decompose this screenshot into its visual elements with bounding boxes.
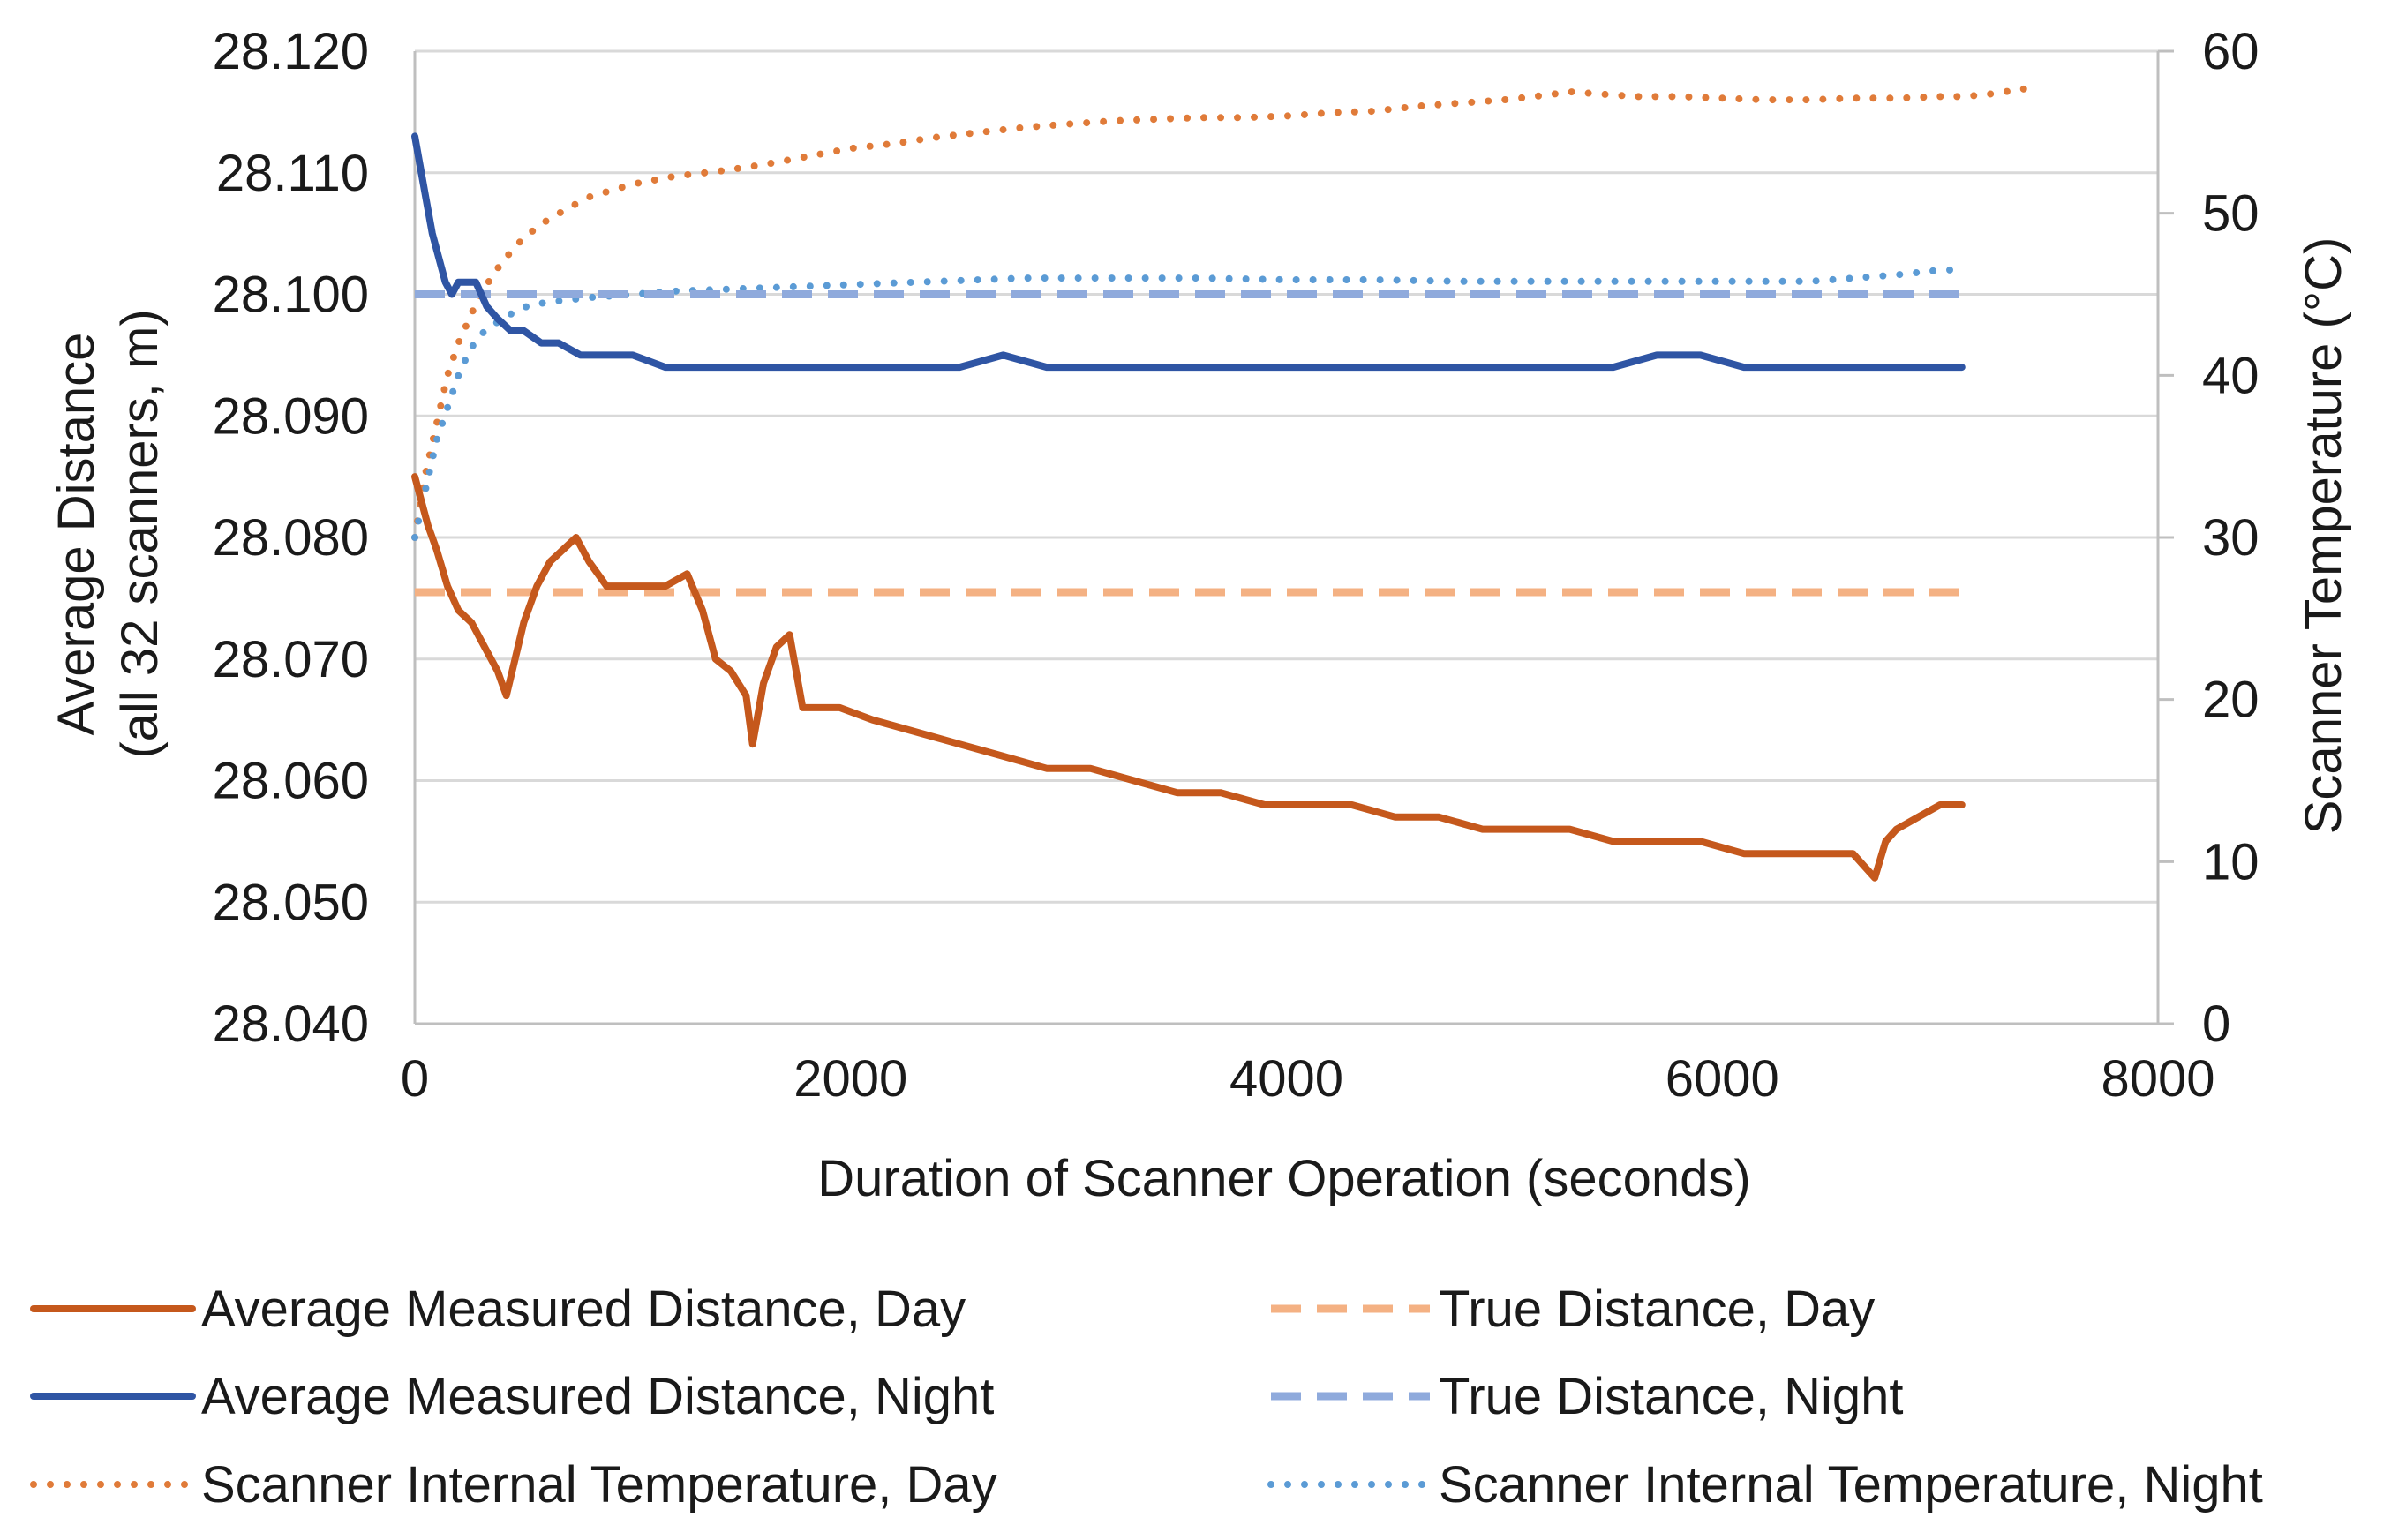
y-left-tick-label-7: 28.110 (216, 145, 369, 202)
legend: Average Measured Distance, Day True Dista… (30, 1281, 2263, 1514)
y-left-axis-title-line2: (all 32 scanners, m) (111, 309, 169, 758)
series-line-average-measured-distance-day (411, 473, 1966, 882)
grid-lines (415, 49, 2158, 904)
x-axis-title: Duration of Scanner Operation (seconds) (817, 1150, 1750, 1207)
series-line-scanner-internal-temperature-night (411, 266, 1966, 541)
legend-label-true-distance-night: True Distance, Night (1439, 1368, 1904, 1425)
y-right-tick-label-4: 40 (2202, 347, 2259, 404)
legend-label-average-measured-distance-night: Average Measured Distance, Night (201, 1368, 994, 1425)
y-right-tick-label-0: 0 (2202, 995, 2230, 1053)
legend-label-scanner-internal-temperature-day: Scanner Internal Temperature, Day (201, 1456, 997, 1514)
y-right-tick-label-2: 20 (2202, 672, 2259, 729)
x-tick-label-0: 0 (401, 1050, 429, 1108)
y-left-tick-label-2: 28.060 (213, 753, 369, 810)
y-right-tick-label-3: 30 (2202, 509, 2259, 567)
x-tick-label-2: 4000 (1229, 1050, 1343, 1108)
y-right-tick-label-5: 50 (2202, 185, 2259, 243)
legend-label-scanner-internal-temperature-night: Scanner Internal Temperature, Night (1439, 1456, 2263, 1514)
y-left-tick-label-4: 28.080 (213, 509, 369, 567)
tick-labels: 28.040 28.050 28.060 28.070 28.080 28.090 28.1… (213, 23, 2259, 1108)
x-tick-label-1: 2000 (793, 1050, 907, 1108)
series-layer (411, 85, 2031, 882)
y-left-tick-label-6: 28.100 (213, 267, 369, 324)
legend-label-average-measured-distance-day: Average Measured Distance, Day (201, 1281, 966, 1338)
y-left-tick-label-0: 28.040 (213, 995, 369, 1053)
x-tick-label-3: 6000 (1665, 1050, 1779, 1108)
y-left-tick-label-8: 28.120 (213, 23, 369, 80)
y-left-tick-label-1: 28.050 (213, 874, 369, 931)
y-left-tick-label-3: 28.070 (213, 631, 369, 688)
y-left-axis-title-line1: Average Distance (48, 333, 105, 736)
y-right-tick-label-1: 10 (2202, 833, 2259, 890)
y-left-tick-label-5: 28.090 (213, 387, 369, 445)
x-tick-label-4: 8000 (2101, 1050, 2214, 1108)
legend-label-true-distance-day: True Distance, Day (1439, 1281, 1875, 1338)
series-line-average-measured-distance-night (411, 132, 1966, 372)
series-line-scanner-internal-temperature-day (411, 85, 2031, 541)
y-right-axis-title: Scanner Temperature (°C) (2295, 237, 2352, 835)
y-right-tick-label-6: 60 (2202, 23, 2259, 80)
